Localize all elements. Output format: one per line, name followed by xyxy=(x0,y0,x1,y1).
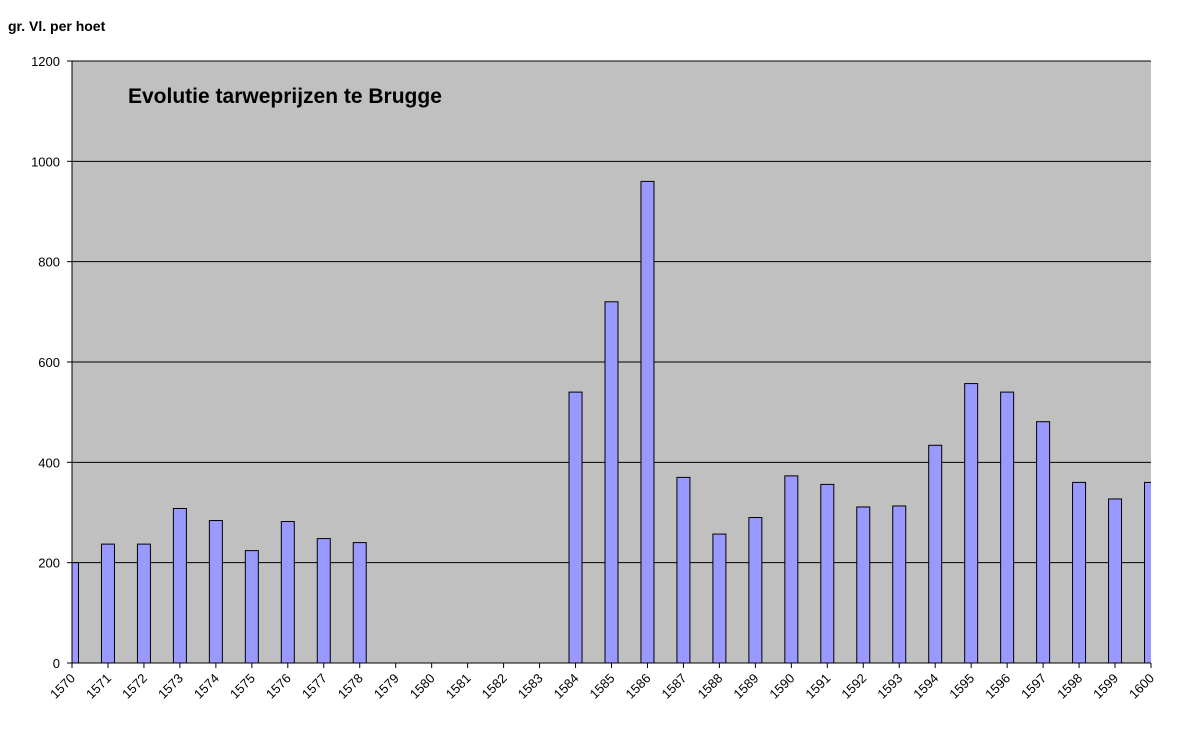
x-tick-label: 1597 xyxy=(1018,671,1049,702)
x-tick-label: 1591 xyxy=(802,671,833,702)
bar xyxy=(316,538,331,663)
bar xyxy=(748,517,763,663)
bar xyxy=(892,505,907,663)
x-tick-label: 1595 xyxy=(946,671,977,702)
x-tick-label: 1600 xyxy=(1126,671,1157,702)
bar xyxy=(100,543,115,663)
y-tick-label: 0 xyxy=(53,656,60,671)
bar xyxy=(604,301,619,663)
bar xyxy=(568,391,583,663)
x-tick-label: 1577 xyxy=(299,671,330,702)
x-tick-label: 1592 xyxy=(838,671,869,702)
x-tick-label: 1574 xyxy=(191,671,222,702)
bar xyxy=(208,520,223,663)
bar xyxy=(712,533,727,663)
axes xyxy=(67,60,1152,668)
x-tick-label: 1584 xyxy=(551,671,582,702)
x-tick-label: 1570 xyxy=(47,671,78,702)
x-tick-label: 1586 xyxy=(623,671,654,702)
bar xyxy=(72,562,79,663)
y-tick-labels: 0 200 400 600 800 1000 1200 xyxy=(31,54,60,671)
bar xyxy=(928,444,943,663)
x-tick-label: 1582 xyxy=(479,671,510,702)
x-tick-labels: 1570 1571 1572 1573 1574 1575 1576 1577 1578 1579… xyxy=(47,671,1157,702)
x-tick-label: 1596 xyxy=(982,671,1013,702)
x-tick-label: 1589 xyxy=(730,671,761,702)
bar xyxy=(820,483,835,663)
x-tick-label: 1594 xyxy=(910,671,941,702)
bar xyxy=(964,383,979,663)
x-tick-label: 1576 xyxy=(263,671,294,702)
bar xyxy=(1144,481,1151,663)
x-tick-label: 1573 xyxy=(155,671,186,702)
bar xyxy=(640,180,655,663)
bar xyxy=(1108,498,1123,663)
y-tick-label: 600 xyxy=(38,355,60,370)
y-axis-unit-label: gr. Vl. per hoet xyxy=(8,18,106,34)
x-tick-label: 1581 xyxy=(443,671,474,702)
chart-title: Evolutie tarweprijzen te Brugge xyxy=(128,85,442,108)
x-tick-label: 1599 xyxy=(1090,671,1121,702)
x-tick-label: 1579 xyxy=(371,671,402,702)
bar xyxy=(1000,391,1015,663)
x-tick-label: 1583 xyxy=(515,671,546,702)
x-tick-label: 1572 xyxy=(119,671,150,702)
x-tick-label: 1590 xyxy=(766,671,797,702)
bar xyxy=(352,542,367,663)
x-tick-label: 1593 xyxy=(874,671,905,702)
bar xyxy=(784,475,799,663)
bar xyxy=(280,521,295,663)
bar xyxy=(1036,421,1051,663)
bar xyxy=(676,476,691,663)
y-tick-label: 1000 xyxy=(31,154,60,169)
bar xyxy=(172,507,187,663)
x-tick-label: 1585 xyxy=(587,671,618,702)
x-tick-label: 1578 xyxy=(335,671,366,702)
bar xyxy=(244,550,259,663)
y-tick-label: 800 xyxy=(38,255,60,270)
x-tick-label: 1575 xyxy=(227,671,258,702)
bars xyxy=(72,180,1151,663)
bar xyxy=(856,506,871,663)
x-tick-label: 1571 xyxy=(83,671,114,702)
x-tick-label: 1580 xyxy=(407,671,438,702)
x-tick-label: 1598 xyxy=(1054,671,1085,702)
bar xyxy=(136,543,151,663)
y-tick-label: 1200 xyxy=(31,54,60,69)
bar xyxy=(1072,481,1087,663)
x-tick-label: 1587 xyxy=(658,671,689,702)
y-tick-label: 400 xyxy=(38,455,60,470)
x-tick-label: 1588 xyxy=(694,671,725,702)
y-tick-label: 200 xyxy=(38,556,60,571)
